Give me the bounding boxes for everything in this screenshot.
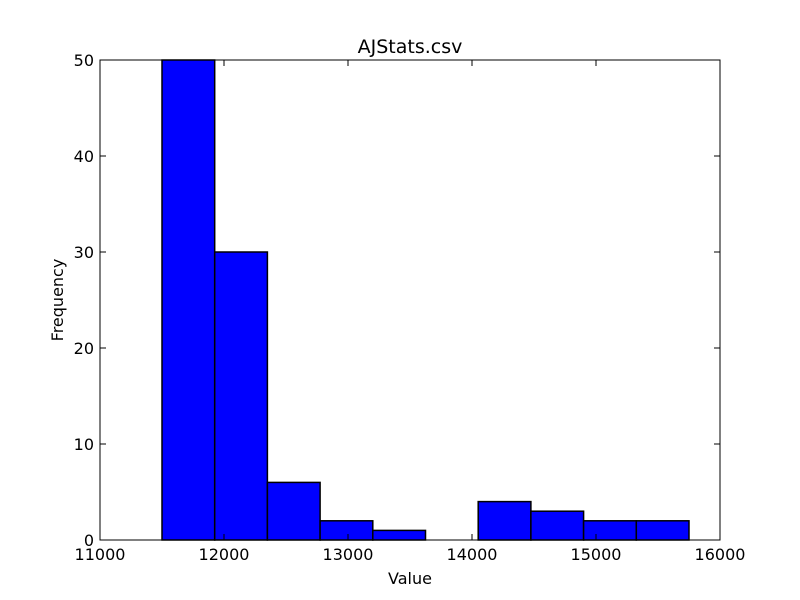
x-axis-title: Value bbox=[388, 569, 432, 588]
x-tick-label-2: 13000 bbox=[323, 545, 374, 564]
x-tick-label-5: 16000 bbox=[695, 545, 746, 564]
x-tick-label-0: 11000 bbox=[75, 545, 126, 564]
x-tick-label-3: 14000 bbox=[447, 545, 498, 564]
x-tick-label-4: 15000 bbox=[571, 545, 622, 564]
histogram-bar-1 bbox=[213, 251, 269, 541]
x-tick-label-1: 12000 bbox=[199, 545, 250, 564]
y-tick-label-5: 50 bbox=[74, 51, 94, 70]
histogram-bar-0 bbox=[161, 59, 216, 541]
chart-title: AJStats.csv bbox=[358, 36, 463, 58]
histogram-bar-4 bbox=[372, 529, 427, 541]
histogram-bar-7 bbox=[530, 510, 585, 541]
bars-group bbox=[161, 59, 690, 541]
y-tick-label-1: 10 bbox=[74, 435, 94, 454]
histogram-bar-2 bbox=[266, 481, 321, 541]
histogram-bar-6 bbox=[477, 500, 532, 541]
y-tick-label-2: 20 bbox=[74, 339, 94, 358]
tick-labels-group: 11000 12000 13000 14000 15000 16000 0 10 20 30 40 5… bbox=[74, 51, 746, 564]
histogram-bar-3 bbox=[319, 520, 374, 541]
y-tick-label-0: 0 bbox=[84, 531, 94, 550]
histogram-bar-8 bbox=[582, 520, 638, 541]
plot-frame bbox=[99, 59, 721, 541]
histogram-bar-9 bbox=[635, 520, 690, 541]
y-tick-label-4: 40 bbox=[74, 147, 94, 166]
y-axis-title: Frequency bbox=[48, 259, 67, 342]
y-tick-label-3: 30 bbox=[74, 243, 94, 262]
